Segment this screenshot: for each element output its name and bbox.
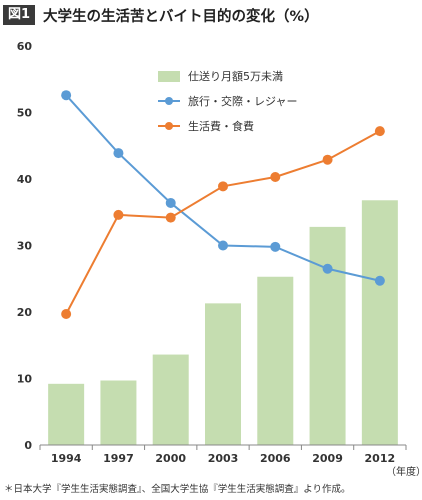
y-tick-label: 0 — [24, 439, 32, 452]
series-point — [270, 172, 281, 183]
series-point — [270, 241, 281, 252]
bar — [309, 226, 346, 445]
x-tick-label: 2006 — [260, 452, 291, 465]
y-tick-label: 60 — [17, 40, 33, 53]
x-tick-label: 1994 — [51, 452, 82, 465]
figure-badge: 図1 — [3, 5, 36, 25]
x-axis-unit: （年度） — [386, 467, 422, 478]
series-point — [322, 154, 333, 165]
x-tick-label: 2009 — [312, 452, 343, 465]
x-tick-label: 2003 — [208, 452, 239, 465]
y-tick-label: 10 — [17, 373, 33, 386]
source-note: ＊日本大学『学生生活実態調査』、全国大学生協『学生生活実態調査』より作成。 — [4, 484, 351, 495]
y-tick-label: 40 — [17, 173, 33, 186]
series-point — [165, 212, 176, 223]
y-tick-label: 30 — [17, 240, 33, 253]
legend-marker — [165, 97, 173, 105]
series-point — [113, 148, 124, 159]
legend-marker — [165, 122, 173, 130]
chart-header: 図1 大学生の生活苦とバイト目的の変化（%） — [0, 0, 422, 30]
bar — [100, 380, 137, 445]
series-point — [374, 275, 385, 286]
x-tick-label: 2000 — [155, 452, 186, 465]
series-point — [218, 181, 228, 192]
series-point — [374, 126, 385, 137]
legend-label: 生活費・食費 — [188, 119, 254, 133]
series-point — [218, 240, 228, 251]
series-point — [61, 90, 72, 101]
legend-label: 仕送り月額5万未満 — [188, 69, 283, 83]
series-point — [113, 209, 124, 220]
bar — [361, 200, 398, 445]
legend-swatch — [158, 71, 180, 82]
legend-label: 旅行・交際・レジャー — [188, 94, 297, 108]
bar — [48, 383, 85, 445]
x-tick-label: 1997 — [103, 452, 134, 465]
bar — [205, 303, 241, 445]
bar — [257, 276, 294, 445]
series-point — [61, 308, 72, 319]
y-tick-label: 50 — [17, 107, 33, 120]
y-tick-label: 20 — [17, 306, 33, 319]
chart-title: 大学生の生活苦とバイト目的の変化（%） — [43, 8, 319, 25]
bar — [152, 354, 189, 445]
series-point — [322, 263, 333, 274]
series-point — [165, 197, 176, 208]
x-tick-label: 2012 — [365, 452, 396, 465]
